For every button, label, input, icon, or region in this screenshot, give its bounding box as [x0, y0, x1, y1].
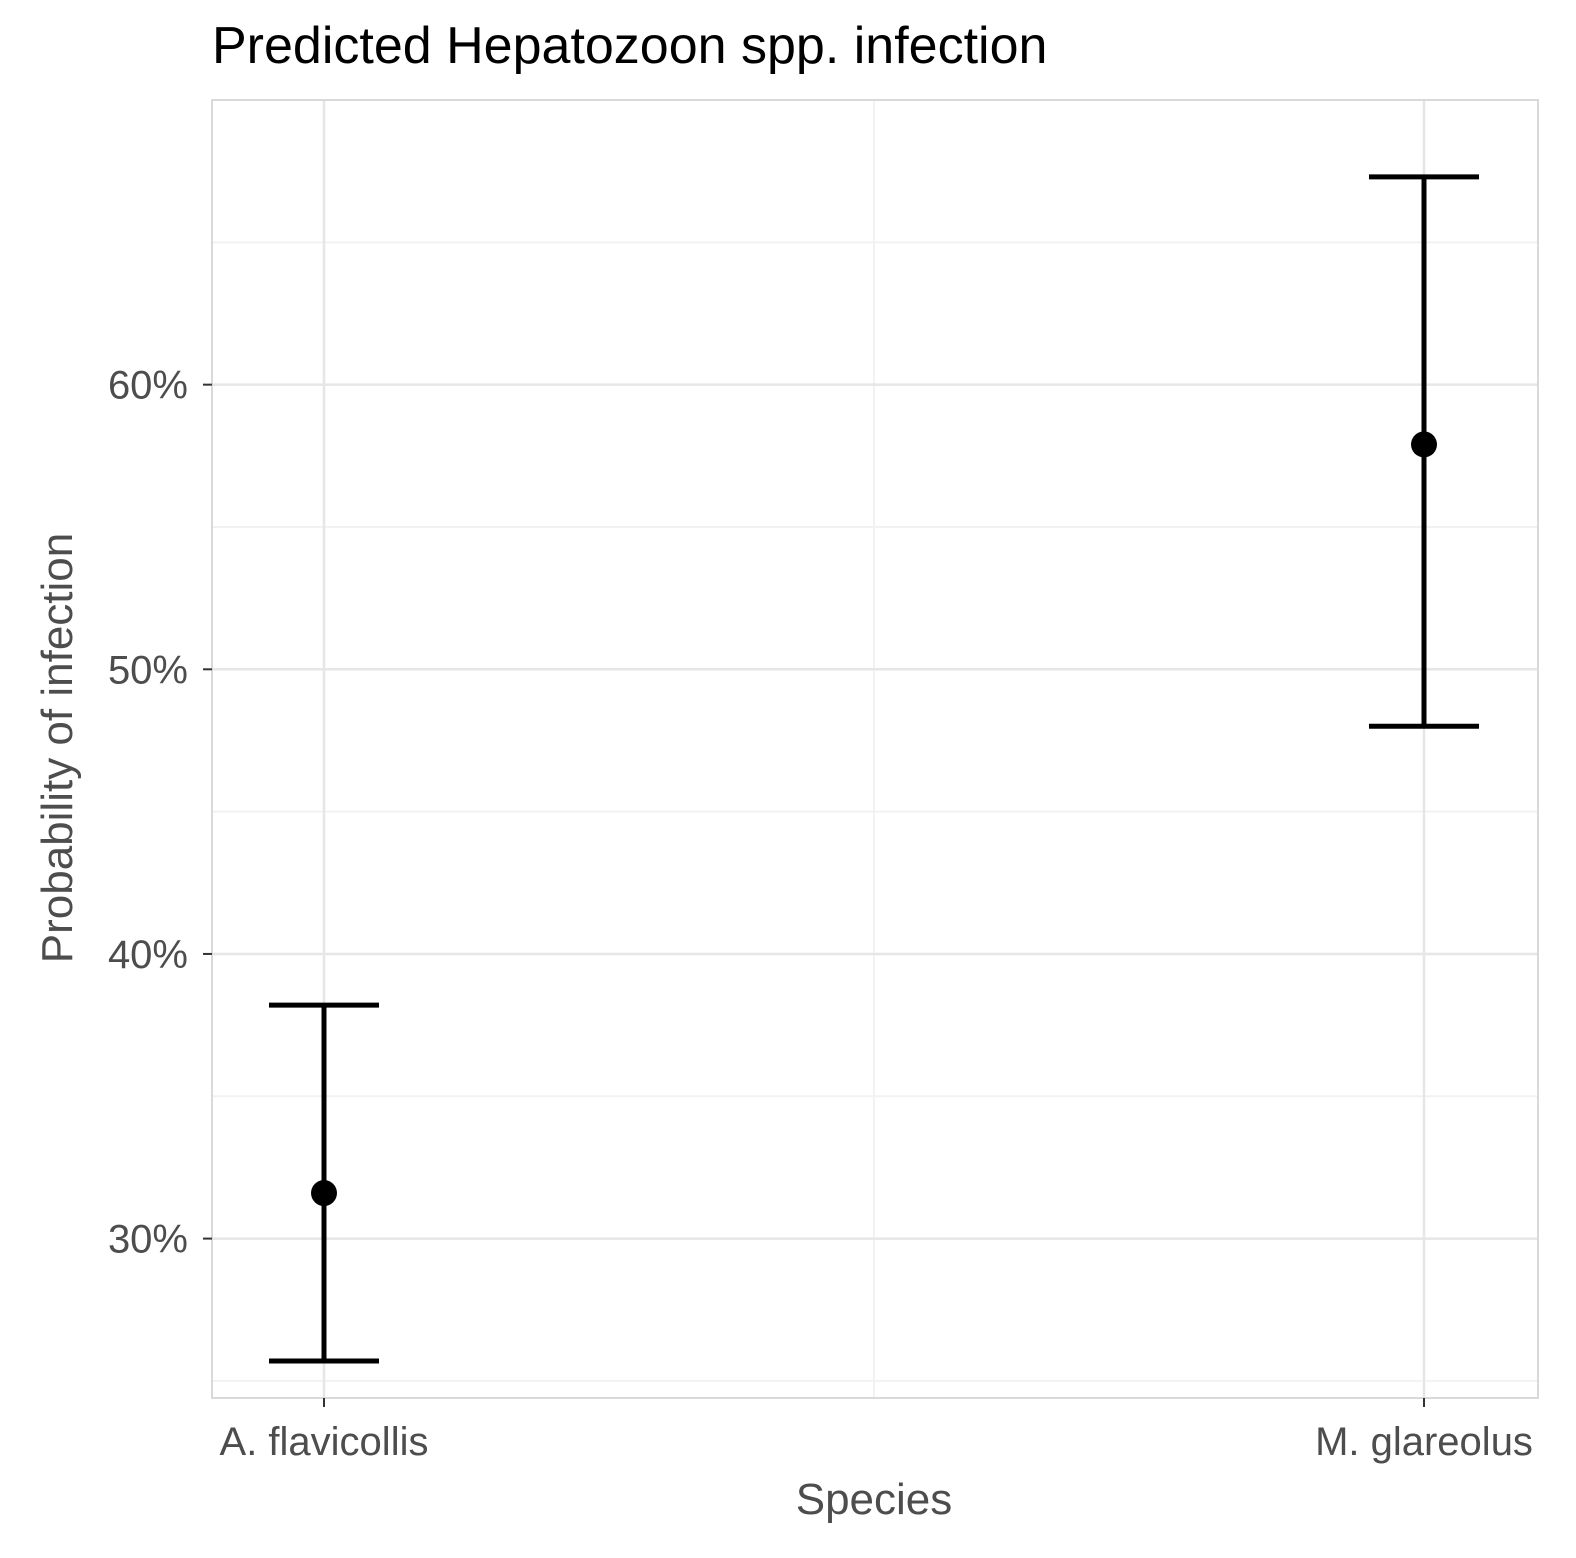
panel-border [211, 99, 1539, 1399]
data-point [311, 1180, 337, 1207]
y-axis-title: Probability of infection [33, 533, 82, 963]
marks-layer [269, 174, 1479, 1364]
y-tick-label: 30% [108, 1218, 188, 1262]
data-point [1411, 431, 1437, 458]
y-tick-label: 40% [108, 933, 188, 977]
x-axis-ticks: A. flavicollis M. glareolus [220, 1398, 1533, 1464]
x-tick-label: A. flavicollis [220, 1420, 429, 1464]
y-axis-ticks: 30% 40% 50% 60% [108, 364, 212, 1262]
x-axis-title: Species [796, 1475, 953, 1524]
x-tick-label: M. glareolus [1315, 1420, 1533, 1464]
chart-title: Predicted Hepatozoon spp. infection [212, 17, 1047, 75]
y-tick-label: 50% [108, 648, 188, 692]
y-tick-label: 60% [108, 364, 188, 408]
